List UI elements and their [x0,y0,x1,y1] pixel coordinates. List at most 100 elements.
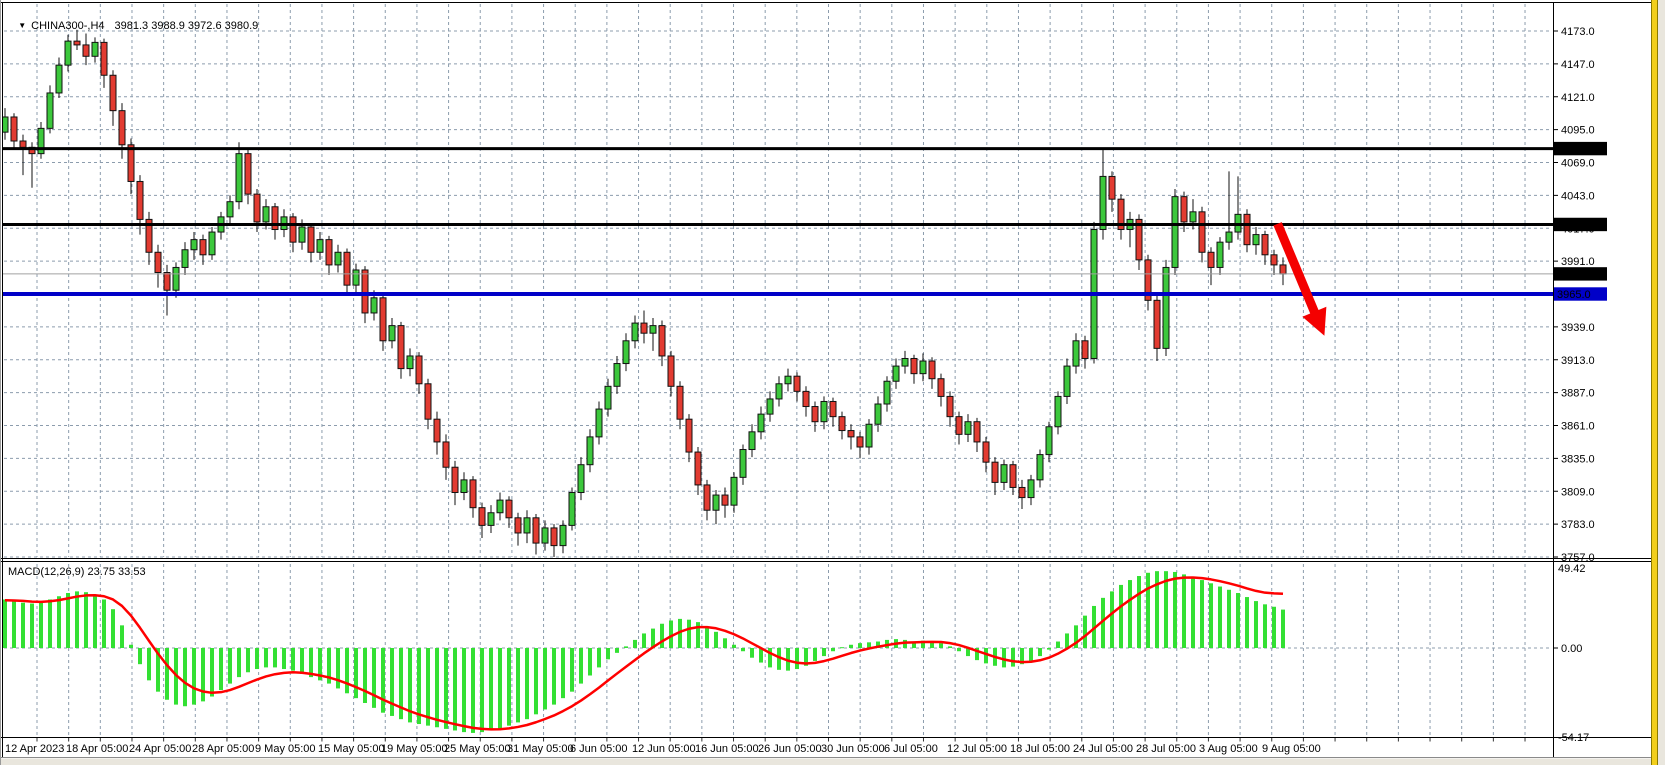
macd-bar [1272,606,1276,648]
candle-body [127,144,135,182]
time-tick-label: 3 Aug 05:00 [1199,743,1258,755]
candle-body [397,325,405,370]
price-badge-4020.0: 4020.0 [1554,217,1607,231]
macd-bar [768,648,772,668]
candle-body [1225,231,1233,243]
candle-body [3,116,9,133]
candle-body [271,206,279,231]
macd-bar [561,648,565,699]
price-tick-label: 3887.0 [1561,388,1595,400]
grid-layer [4,4,1552,736]
macd-bar [1119,584,1123,648]
candle-body [919,360,927,375]
macd-bar [489,648,493,731]
macd-bar [813,648,817,661]
candle-body [1108,175,1116,200]
macd-bar [966,648,970,657]
macd-bar [1209,583,1213,648]
macd-bar [1227,589,1231,648]
macd-bar [822,648,826,657]
candle-body [1153,299,1161,349]
candle-body [1243,213,1251,246]
candle-body [964,421,972,435]
time-tick-label: 24 Jul 05:00 [1073,743,1133,755]
candle-body [1018,486,1026,499]
candle-body [1054,395,1062,428]
candle-body [802,390,810,408]
candle-body [730,476,738,506]
candle-body [703,484,711,511]
candle-body [1036,454,1044,481]
candle-body [361,269,369,314]
symbol-dropdown-icon[interactable]: ▼ [18,21,27,30]
time-tick-label: 6 Jun 05:00 [570,743,628,755]
time-tick-label: 31 May 05:00 [507,743,574,755]
candle-body [1270,254,1278,266]
macd-bar [741,648,745,652]
svg-text:4080.0: 4080.0 [1557,144,1591,156]
macd-bar [93,594,97,648]
candle-body [487,512,495,526]
macd-bar [723,638,727,648]
macd-bar [1200,580,1204,648]
candle-body [775,383,783,400]
candle-body [55,64,63,94]
macd-bar [345,648,349,694]
candle-body [226,201,234,218]
candle-body [37,127,45,155]
macd-bar [1281,609,1285,648]
macd-bar [300,648,304,674]
symbol-timeframe-label[interactable]: CHINA300-,H4 [31,20,105,32]
candle-body [901,357,909,367]
candle-body [433,418,441,443]
macd-bar [759,648,763,663]
candle-body [163,272,171,291]
macd-bar [282,648,286,670]
macd-bar [480,648,484,733]
candle-body [883,380,891,405]
candle-body [469,479,477,509]
macd-bar [1182,574,1186,648]
candle-body [514,517,522,534]
macd-bar [237,648,241,678]
macd-bar [3,599,7,648]
macd-bar [48,599,52,648]
candle-body [145,218,153,253]
trend-arrow-annotation[interactable] [1273,222,1327,336]
candle-body [406,355,414,370]
candle-body [118,110,126,146]
macd-bar [363,648,367,703]
macd-bar [426,648,430,726]
price-tick-label: 4121.0 [1561,92,1595,104]
time-axis[interactable]: 12 Apr 2023 18 Apr 05:00 24 Apr 05:00 28 Ap… [5,738,1526,755]
candle-body [1171,196,1179,268]
macd-bar [57,596,61,648]
candle-body [262,206,270,223]
candle-body [1072,340,1080,367]
price-badge-4080.0: 4080.0 [1554,141,1607,156]
candle-body [757,413,765,433]
candle-body [793,375,801,392]
macd-bar [201,648,205,702]
macd-bar [1029,648,1033,661]
macd-bar [921,640,925,648]
macd-bar [849,644,853,648]
right-panel-splitter[interactable] [1652,0,1657,765]
macd-bar [498,648,502,729]
macd-bar [318,648,322,681]
macd-bar [399,648,403,720]
macd-bar [435,648,439,728]
macd-bar [948,646,952,648]
macd-bar [219,648,223,691]
macd-bar [858,643,862,648]
macd-bar [84,592,88,648]
macd-axis[interactable]: 49.42 0.00 -54.17 [1553,563,1590,744]
macd-bar [1254,601,1258,648]
time-tick-label: 18 Apr 05:00 [66,743,128,755]
macd-tick-label: 49.42 [1558,563,1586,575]
macd-bar [471,648,475,733]
macd-bar [867,642,871,648]
macd-bar [597,648,601,668]
